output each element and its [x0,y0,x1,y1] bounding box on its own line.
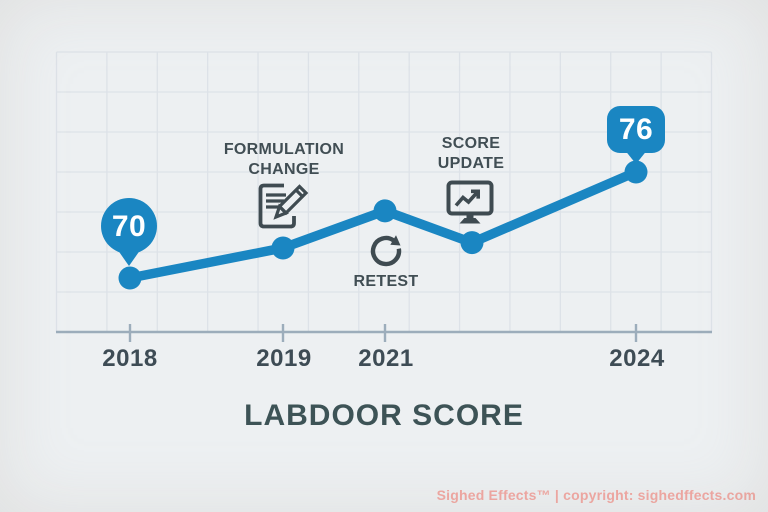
data-point-2019 [271,236,295,260]
copyright-watermark: Sighed Effects™ | copyright: sighedffect… [436,487,756,503]
annotation-score-update: SCORE UPDATE [437,135,505,172]
data-point-mid [460,231,484,255]
annotation-formulation-change: FORMULATION CHANGE [223,141,345,178]
data-point-2021 [373,199,397,223]
grid-lines [55,51,713,332]
monitor-chart-icon [446,180,494,224]
refresh-icon [370,235,402,267]
annotation-retest: RETEST [353,273,419,290]
score-series [118,160,648,290]
chart-title: LABDOOR SCORE [244,399,524,432]
callout-bubble-70 [101,198,157,266]
data-point-2024 [624,160,648,184]
x-tick-label-2019: 2019 [256,345,312,372]
x-tick-label-2024: 2024 [609,345,665,372]
x-axis [56,324,712,342]
x-tick-label-2018: 2018 [102,345,158,372]
document-edit-icon [258,183,309,229]
callout-value-2024: 76 [618,113,654,146]
callout-bubble-76 [607,106,665,164]
x-tick-label-2021: 2021 [358,345,414,372]
data-point-2018 [118,266,142,290]
callout-value-2018: 70 [111,210,147,243]
